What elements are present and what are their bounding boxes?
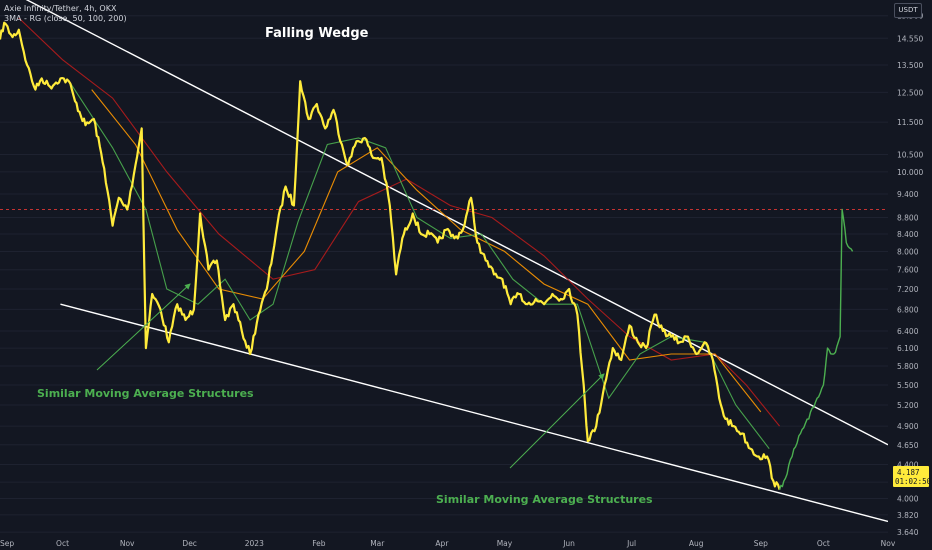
y-tick-label: 13.500	[897, 61, 923, 70]
price-tag-box	[893, 466, 929, 487]
annotation-right: Similar Moving Average Structures	[436, 493, 653, 506]
x-tick-label: 2023	[245, 539, 264, 548]
y-tick-label: 8.400	[897, 230, 919, 239]
y-tick-label: 12.500	[897, 88, 923, 97]
y-tick-label: 4.900	[897, 422, 919, 431]
price-tag-value: 4.187	[897, 468, 920, 477]
y-tick-label: 5.200	[897, 401, 919, 410]
recent-price-line	[778, 208, 854, 490]
y-tick-label: 7.200	[897, 285, 919, 294]
y-tick-label: 6.100	[897, 344, 919, 353]
x-tick-label: Sep	[754, 539, 768, 548]
y-tick-label: 7.600	[897, 266, 919, 275]
trendline-lower	[60, 303, 889, 523]
x-tick-label: Feb	[312, 539, 326, 548]
y-tick-label: 10.500	[897, 151, 923, 160]
x-tick-label: Dec	[182, 539, 197, 548]
x-tick-label: Oct	[56, 539, 69, 548]
ma-mid-line	[91, 89, 762, 413]
x-tick-label: Apr	[435, 539, 449, 548]
x-tick-label: May	[497, 539, 513, 548]
y-tick-label: 6.400	[897, 327, 919, 336]
x-tick-label: Nov	[120, 539, 135, 548]
price-tag-countdown: 01:02:50	[895, 477, 932, 486]
y-tick-label: 6.800	[897, 305, 919, 314]
y-tick-label: 3.820	[897, 511, 919, 520]
y-tick-label: 5.800	[897, 362, 919, 371]
y-tick-label: 10.000	[897, 168, 923, 177]
moving-averages	[18, 17, 781, 450]
x-tick-label: Nov	[881, 539, 896, 548]
arrow-right	[509, 373, 605, 469]
x-tick-label: Jun	[562, 539, 575, 548]
x-axis: Sep Oct Nov Dec 2023 Feb Mar Apr May Jun Jul Aug Sep…	[0, 538, 896, 550]
y-tick-label: 4.400	[897, 461, 919, 470]
y-axis-panel	[888, 0, 932, 550]
x-tick-label: Sep	[0, 539, 14, 548]
y-tick-label: 14.550	[897, 34, 923, 43]
y-tick-label: 11.500	[897, 118, 923, 127]
y-tick-label: 8.800	[897, 213, 919, 222]
y-tick-label: 5.500	[897, 381, 919, 390]
ma-slow-line	[18, 17, 781, 427]
arrow-left	[96, 283, 191, 371]
x-tick-label: Mar	[370, 539, 385, 548]
y-tick-label: 4.650	[897, 441, 919, 450]
price-lines	[0, 21, 854, 491]
y-tick-label: 4.000	[897, 494, 919, 503]
y-tick-label: 3.640	[897, 528, 919, 537]
ma-fast-line	[70, 83, 770, 450]
price-tag: 4.187 01:02:50	[893, 466, 932, 487]
price-line	[0, 21, 781, 491]
x-tick-label: Jul	[626, 539, 636, 548]
x-tick-label: Aug	[689, 539, 704, 548]
falling-wedge-title: Falling Wedge	[265, 26, 369, 41]
annotation-arrows	[96, 283, 605, 469]
y-tick-label: 9.400	[897, 190, 919, 199]
x-axis-panel	[0, 538, 888, 550]
x-tick-label: Oct	[817, 539, 830, 548]
y-tick-label: 8.000	[897, 247, 919, 256]
symbol-title: Axie Infinity/Tether, 4h, OKX	[4, 4, 117, 13]
annotation-left: Similar Moving Average Structures	[37, 387, 254, 400]
currency-badge[interactable]: USDT	[894, 3, 922, 18]
indicator-legend: 3MA - RG (close, 50, 100, 200)	[4, 14, 127, 23]
